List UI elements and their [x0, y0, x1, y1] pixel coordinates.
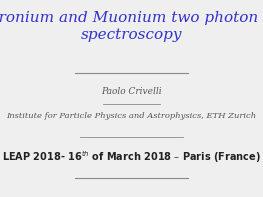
Text: LEAP 2018- 16$^{th}$ of March 2018 – Paris (France): LEAP 2018- 16$^{th}$ of March 2018 – Par… — [2, 149, 261, 165]
Text: Positronium and Muonium two photon laser
spectroscopy: Positronium and Muonium two photon laser… — [0, 11, 263, 42]
Text: Institute for Particle Physics and Astrophysics, ETH Zurich: Institute for Particle Physics and Astro… — [6, 112, 257, 120]
Text: Paolo Crivelli: Paolo Crivelli — [101, 87, 162, 96]
